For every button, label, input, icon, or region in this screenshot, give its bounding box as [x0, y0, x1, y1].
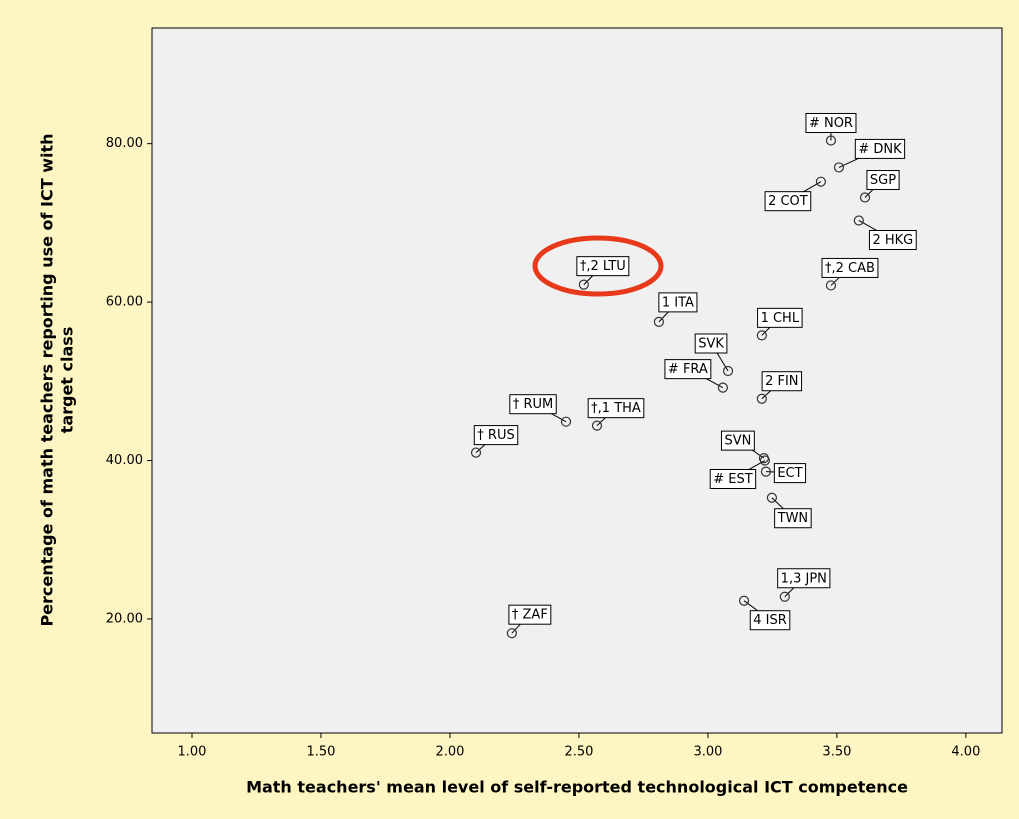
- plot-area: [151, 27, 1003, 734]
- point-label: 2 HKG: [872, 233, 913, 248]
- label-box: [508, 604, 552, 625]
- point: [859, 192, 871, 203]
- point: [470, 447, 482, 458]
- label-box: [821, 257, 879, 278]
- label-box: [866, 170, 900, 191]
- point: [717, 382, 728, 393]
- point: [833, 162, 845, 173]
- label-box: [664, 359, 712, 380]
- point-label: ECT: [777, 466, 802, 481]
- point-label: # FRA: [668, 362, 708, 377]
- x-tick-label: 1.00: [178, 745, 207, 760]
- point-label: 2 COT: [768, 194, 808, 209]
- point: [825, 280, 837, 291]
- y-tick-label: 40.00: [106, 453, 143, 468]
- point-label: † RUS: [477, 428, 514, 443]
- y-axis-title: Percentage of math teachers reporting us…: [38, 133, 57, 626]
- label-box: [854, 138, 906, 159]
- point: [815, 176, 827, 187]
- point: [825, 135, 837, 146]
- point-label: # DNK: [858, 142, 902, 157]
- point: [591, 420, 603, 431]
- label-box: [473, 425, 519, 446]
- x-tick-label: 2.00: [435, 745, 464, 760]
- point-label: # NOR: [809, 116, 853, 131]
- x-tick-label: 2.50: [564, 745, 593, 760]
- y-tick-label: 60.00: [106, 295, 143, 310]
- point: [722, 365, 734, 377]
- label-box: [868, 229, 917, 250]
- point: [779, 591, 790, 602]
- label-box: [773, 463, 807, 484]
- point: [578, 279, 589, 290]
- label-box: [777, 568, 831, 589]
- y-tick-label: 20.00: [106, 611, 143, 626]
- label-box: [576, 256, 630, 277]
- point-label: † RUM: [513, 397, 553, 412]
- x-tick-label: 4.00: [951, 745, 980, 760]
- point-label: TWN: [777, 511, 809, 526]
- label-box: [805, 112, 857, 133]
- label-box: [587, 398, 645, 419]
- point: [506, 628, 517, 639]
- point: [766, 492, 777, 503]
- point: [560, 416, 572, 427]
- label-box: [774, 508, 812, 529]
- point: [759, 455, 771, 466]
- x-tick-label: 1.50: [306, 745, 335, 760]
- point-label: † ZAF: [512, 608, 548, 623]
- label-box: [509, 394, 557, 415]
- point-label: SVK: [698, 336, 724, 351]
- point-label: SGP: [870, 173, 896, 188]
- point: [756, 393, 767, 404]
- label-box: [709, 469, 757, 490]
- label-box: [749, 610, 791, 631]
- label-box: [658, 292, 698, 313]
- label-box: [757, 307, 803, 328]
- point-label: 1 CHL: [761, 311, 800, 326]
- label-box: [764, 191, 812, 212]
- point: [653, 316, 665, 327]
- point-label: †,1 THA: [591, 401, 641, 416]
- point-label: 1,3 JPN: [781, 571, 827, 586]
- x-tick-label: 3.00: [693, 745, 722, 760]
- point: [738, 595, 750, 606]
- point-label: †,2 CAB: [825, 261, 875, 276]
- marks: # NOR # DNK 2 COT SGP 2 HKG †,2 LTU †,2 CAB 1 I…: [470, 112, 917, 639]
- point-label: 4 ISR: [753, 613, 787, 628]
- label-box: [761, 371, 803, 392]
- point: [760, 466, 772, 477]
- point: [853, 215, 864, 226]
- point-label: SVN: [724, 434, 751, 449]
- point: [756, 330, 767, 341]
- point-label: 1 ITA: [662, 295, 694, 310]
- x-tick-label: 3.50: [822, 745, 851, 760]
- point-label: 2 FIN: [765, 374, 798, 389]
- y-tick-label: 80.00: [106, 136, 143, 151]
- label-box: [720, 430, 755, 451]
- label-box: [694, 333, 728, 354]
- x-axis-title: Math teachers' mean level of self-report…: [246, 778, 908, 797]
- point-label: †,2 LTU: [580, 259, 626, 274]
- y-axis-title: target class: [58, 327, 77, 434]
- highlight-ellipse: [532, 235, 664, 297]
- point-label: # EST: [713, 472, 752, 487]
